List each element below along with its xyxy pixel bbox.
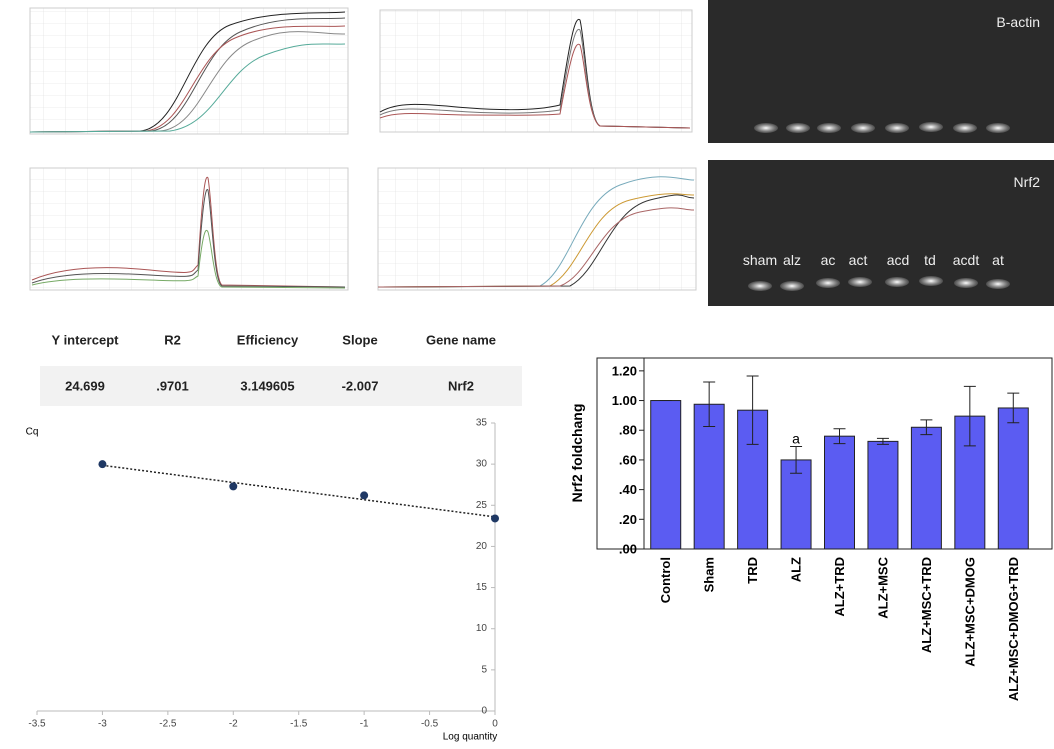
- bar: [650, 400, 682, 550]
- error-bar: [963, 385, 976, 447]
- x-tick-label: TRD: [745, 557, 760, 584]
- gel-image: B-actin: [708, 0, 1054, 143]
- error-bar: [746, 375, 759, 445]
- x-tick-label: ALZ+MSC+TRD: [919, 557, 934, 653]
- y-tick-label: 1.20: [612, 363, 637, 378]
- melt-curve-plot: [379, 9, 693, 133]
- gel-label: B-actin: [996, 14, 1040, 30]
- bar: [693, 403, 725, 550]
- error-bar: [920, 419, 933, 436]
- melt-curve-plot: [29, 167, 349, 291]
- lane-label: acd: [887, 252, 910, 268]
- error-bar: [703, 381, 716, 428]
- trendline: [102, 464, 496, 518]
- data-point: [229, 482, 238, 491]
- x-axis-label: Log quantity: [443, 732, 498, 743]
- y-tick-label: .20: [619, 512, 637, 527]
- x-tick-label: ALZ: [789, 557, 804, 582]
- x-tick-label: ALZ+MSC+DMOG: [962, 557, 977, 667]
- y-axis-label: Nrf2 foldchang: [569, 404, 585, 503]
- x-tick-label: Sham: [702, 557, 717, 592]
- table-header: R2: [164, 333, 181, 348]
- y-tick-label: 1.00: [612, 393, 637, 408]
- x-tick-label: -1.5: [290, 719, 308, 730]
- amplification-plot: [29, 7, 349, 135]
- data-point: [98, 460, 107, 469]
- table-cell: Nrf2: [448, 379, 474, 394]
- lane-label: alz: [783, 252, 801, 268]
- lane-label: sham: [743, 252, 777, 268]
- lane-label: acdt: [953, 252, 980, 268]
- y-tick-label: 20: [476, 541, 488, 552]
- lane-label: act: [849, 252, 868, 268]
- lane-label: td: [924, 252, 936, 268]
- bar: [867, 440, 899, 550]
- data-point: [491, 514, 499, 523]
- y-tick-label: 10: [476, 623, 488, 634]
- y-tick-label: 15: [476, 582, 488, 593]
- lane-label: at: [992, 252, 1004, 268]
- y-tick-label: 5: [481, 664, 487, 675]
- x-tick-label: -0.5: [421, 719, 439, 730]
- lane-label: ac: [821, 252, 836, 268]
- data-point: [360, 491, 369, 500]
- x-tick-label: 0: [492, 719, 498, 730]
- table-cell: 3.149605: [240, 379, 294, 394]
- error-bar: [833, 428, 846, 445]
- y-tick-label: .00: [619, 542, 637, 557]
- amplification-plot: [377, 167, 697, 291]
- x-tick-label: -3: [98, 719, 107, 730]
- table-cell: .9701: [156, 379, 189, 394]
- y-tick-label: .40: [619, 482, 637, 497]
- gel-image: Nrf2 sham alz ac act acd td acdt at: [708, 160, 1054, 306]
- table-header: Y intercept: [52, 333, 120, 348]
- y-tick-label: 30: [476, 459, 488, 470]
- annotation: a: [792, 431, 800, 447]
- y-tick-label: .80: [619, 423, 637, 438]
- y-tick-label: 0: [481, 706, 487, 717]
- y-axis-label: Cq: [26, 427, 39, 438]
- x-tick-label: ALZ+MSC+DMOG+TRD: [1006, 557, 1021, 701]
- gel-label: Nrf2: [1014, 174, 1041, 190]
- bar: [824, 435, 855, 550]
- y-tick-label: 35: [476, 418, 488, 429]
- error-bar: [1007, 392, 1020, 424]
- y-tick-label: .60: [619, 452, 637, 467]
- table-cell: 24.699: [65, 379, 105, 394]
- bar: [997, 407, 1029, 550]
- x-tick-label: -2.5: [159, 719, 177, 730]
- table-header: Slope: [342, 333, 377, 348]
- table-cell: -2.007: [342, 379, 379, 394]
- table: Y intercept R2 Efficiency Slope Gene name 24.…: [40, 333, 522, 406]
- y-tick-label: 25: [476, 500, 488, 511]
- x-tick-label: -2: [229, 719, 238, 730]
- error-bar: [790, 446, 803, 474]
- x-tick-label: -1: [360, 719, 369, 730]
- x-tick-label: ALZ+TRD: [832, 557, 847, 617]
- table-row-bg: [40, 366, 522, 406]
- x-tick-label: Control: [658, 557, 673, 603]
- table-header: Efficiency: [237, 333, 299, 348]
- bar: [910, 426, 942, 550]
- x-tick-label: ALZ+MSC: [875, 556, 890, 618]
- table-header: Gene name: [426, 333, 496, 348]
- x-tick-label: -3.5: [28, 719, 46, 730]
- error-bar: [876, 437, 889, 445]
